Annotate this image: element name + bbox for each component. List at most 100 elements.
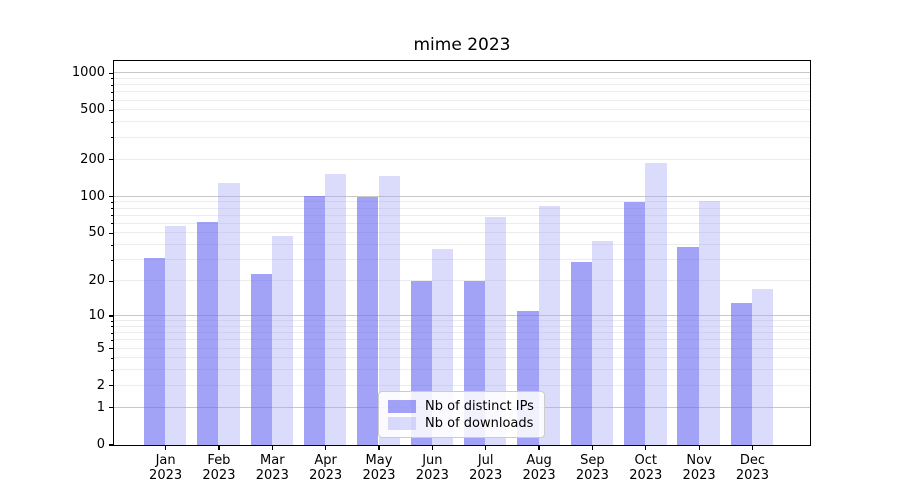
x-tick-label: Oct 2023: [619, 453, 673, 483]
y-minor-tick-mark: [111, 326, 114, 328]
gridline-minor: [113, 280, 810, 282]
y-tick-label: 1000: [71, 65, 105, 81]
x-tick-month: Jun: [422, 453, 443, 468]
gridline-minor: [113, 109, 810, 111]
bar-distinct-ips-nov: [677, 247, 699, 445]
plot-canvas: [113, 61, 810, 445]
y-minor-tick-mark: [111, 78, 114, 80]
x-tick-month: Apr: [314, 453, 337, 468]
y-minor-tick-mark: [111, 208, 114, 210]
y-tick-label: 5: [96, 340, 105, 356]
y-tick-label: 50: [88, 225, 105, 241]
legend-label-distinct-ips: Nb of distinct IPs: [425, 399, 534, 414]
x-tick-year: 2023: [309, 468, 343, 483]
x-tick-label: Jan 2023: [139, 453, 193, 483]
x-tick-year: 2023: [255, 468, 289, 483]
gridline-minor: [113, 325, 810, 327]
y-minor-tick-mark: [111, 91, 114, 93]
y-tick-label: 200: [80, 151, 105, 167]
bar-distinct-ips-sep: [570, 261, 592, 445]
y-tick-mark: [109, 444, 114, 446]
x-tick-month: Mar: [260, 453, 285, 468]
y-minor-tick-mark: [111, 385, 114, 387]
bar-downloads-dec: [751, 288, 774, 445]
y-tick-mark: [109, 407, 114, 409]
y-minor-tick-mark: [111, 320, 114, 322]
gridline-minor: [113, 339, 810, 341]
y-minor-tick-mark: [111, 201, 114, 203]
x-tick-mark: [218, 445, 220, 450]
y-minor-tick-mark: [111, 223, 114, 225]
y-minor-tick-mark: [111, 357, 114, 359]
x-tick-year: 2023: [682, 468, 716, 483]
x-tick-year: 2023: [362, 468, 396, 483]
gridline-minor: [113, 222, 810, 224]
x-tick-mark: [538, 445, 540, 450]
y-tick-label: 0: [96, 437, 105, 452]
x-tick-year: 2023: [629, 468, 663, 483]
gridline-minor: [113, 347, 810, 349]
x-tick-year: 2023: [415, 468, 449, 483]
gridline-major: [113, 314, 810, 316]
y-minor-tick-mark: [111, 244, 114, 246]
x-tick-year: 2023: [469, 468, 503, 483]
gridline-minor: [113, 259, 810, 261]
y-minor-tick-mark: [111, 280, 114, 282]
y-minor-tick-mark: [111, 215, 114, 217]
legend-swatch-distinct-ips: [388, 400, 416, 413]
gridline-minor: [113, 244, 810, 246]
bar-distinct-ips-oct: [623, 201, 646, 445]
x-tick-label: Aug 2023: [512, 453, 566, 483]
x-tick-month: Jul: [477, 453, 494, 468]
x-tick-mark: [378, 445, 380, 450]
bar-distinct-ips-mar: [250, 273, 272, 445]
chart-title: mime 2023: [413, 35, 511, 55]
gridline-minor: [113, 232, 810, 234]
x-tick-mark: [698, 445, 700, 450]
y-minor-tick-mark: [111, 259, 114, 261]
gridline-minor: [113, 369, 810, 371]
gridline-minor: [113, 320, 810, 322]
y-tick-label: 1: [96, 399, 105, 415]
bar-downloads-may: [378, 176, 400, 445]
bar-downloads-jul: [485, 216, 507, 445]
bar-distinct-ips-dec: [730, 302, 752, 445]
x-tick-mark: [325, 445, 327, 450]
gridline-minor: [113, 77, 810, 79]
y-tick-mark: [109, 72, 114, 74]
plot-area: [112, 59, 811, 446]
x-tick-label: Nov 2023: [672, 453, 726, 483]
bar-distinct-ips-apr: [303, 196, 326, 445]
gridline-minor: [113, 357, 810, 359]
x-tick-label: Jul 2023: [459, 453, 513, 483]
y-tick-label: 20: [88, 273, 105, 289]
bar-distinct-ips-feb: [197, 222, 219, 445]
bar-distinct-ips-jan: [143, 258, 166, 445]
gridline-minor: [113, 332, 810, 334]
y-tick-mark: [109, 315, 114, 317]
y-minor-tick-mark: [111, 137, 114, 139]
x-tick-year: 2023: [735, 468, 769, 483]
x-tick-mark: [645, 445, 647, 450]
x-tick-mark: [751, 445, 754, 450]
gridline-minor: [113, 99, 810, 101]
gridline-minor: [113, 158, 810, 160]
x-tick-label: Dec 2023: [725, 453, 779, 483]
bar-downloads-nov: [698, 200, 720, 445]
y-minor-tick-mark: [111, 369, 114, 371]
gridline-minor: [113, 136, 810, 138]
x-tick-label: Mar 2023: [245, 453, 299, 483]
gridline-minor: [113, 84, 810, 86]
bar-downloads-sep: [591, 240, 614, 445]
bar-downloads-aug: [538, 206, 560, 445]
gridline-minor: [113, 207, 810, 209]
x-tick-month: Nov: [686, 453, 712, 468]
legend-swatch-downloads: [388, 417, 416, 430]
x-tick-mark: [165, 445, 167, 450]
legend-item-distinct-ips: Nb of distinct IPs: [388, 399, 536, 414]
x-tick-label: Jun 2023: [405, 453, 459, 483]
x-tick-mark: [485, 445, 487, 450]
bar-distinct-ips-may: [357, 197, 379, 445]
bar-downloads-oct: [645, 163, 667, 445]
